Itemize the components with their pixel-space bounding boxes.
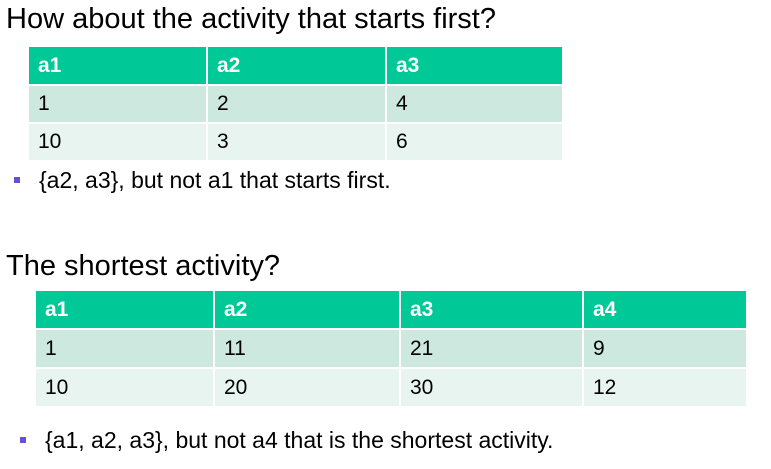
table-cell: 4 [386,85,562,124]
table-cell: 6 [386,123,562,160]
section2-bullet-text: {a1, a2, a3}, but not a4 that is the sho… [45,427,554,453]
header-cell-a4: a4 [583,291,746,330]
header-cell-a1: a1 [36,291,215,330]
table-cell: 20 [214,368,401,406]
table-row: 1 2 4 [29,85,562,124]
table-cell: 10 [36,368,215,406]
section1-bullet: {a2, a3}, but not a1 that starts first. [14,166,391,194]
start-time-table: a1 a2 a3 1 2 4 10 3 6 [29,47,562,160]
table-cell: 30 [400,368,584,406]
table-row: 1 11 21 9 [36,329,746,369]
square-bullet-icon [14,177,20,183]
duration-table: a1 a2 a3 a4 1 11 21 9 10 20 30 12 [36,291,746,406]
square-bullet-icon [20,437,26,443]
header-cell-a2: a2 [214,291,401,330]
table-cell: 10 [29,123,208,160]
table-header-row: a1 a2 a3 [29,47,562,86]
table-cell: 2 [207,85,387,124]
section2-heading: The shortest activity? [6,250,280,282]
section2-bullet: {a1, a2, a3}, but not a4 that is the sho… [20,426,553,454]
table-header-row: a1 a2 a3 a4 [36,291,746,330]
table-row: 10 3 6 [29,123,562,160]
section1-bullet-text: {a2, a3}, but not a1 that starts first. [39,167,391,193]
table-cell: 21 [400,329,584,369]
header-cell-a1: a1 [29,47,208,86]
table-cell: 3 [207,123,387,160]
table-cell: 12 [583,368,746,406]
table-cell: 1 [36,329,215,369]
table-cell: 1 [29,85,208,124]
header-cell-a3: a3 [386,47,562,86]
section1-heading: How about the activity that starts first… [6,3,496,35]
table-cell: 11 [214,329,401,369]
header-cell-a3: a3 [400,291,584,330]
table-row: 10 20 30 12 [36,368,746,406]
table-cell: 9 [583,329,746,369]
header-cell-a2: a2 [207,47,387,86]
